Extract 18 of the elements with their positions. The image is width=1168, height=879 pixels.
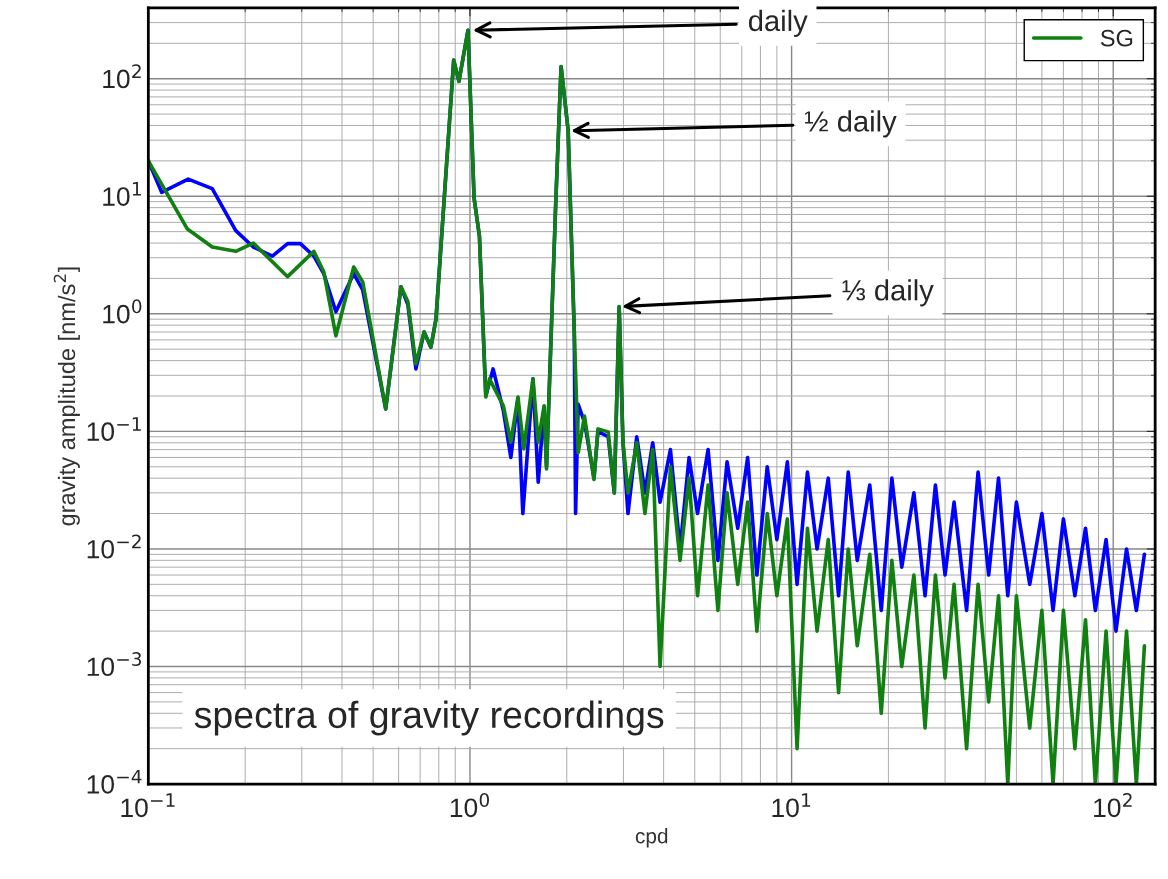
y-tick-label: 10$^{−3}$: [87, 652, 142, 677]
y-tick-label: 10$^{1}$: [103, 182, 141, 206]
y-axis-title: gravity amplitude [nm/s$^{2}$]: [53, 267, 80, 526]
annotation: daily: [748, 9, 808, 37]
y-tick-label: 10$^{−1}$: [87, 417, 141, 442]
annotation: ½ daily: [805, 110, 897, 138]
y-tick-label: 10$^{−2}$: [87, 534, 141, 559]
annotation: spectra of gravity recordings: [194, 700, 664, 736]
x-tick-label: 10$^{0}$: [450, 793, 489, 818]
x-tick-label: 10$^{1}$: [772, 793, 811, 818]
y-tick-label: 10$^{0}$: [103, 299, 142, 324]
annotation: ⅓ daily: [842, 279, 934, 307]
legend-label: SG: [1100, 29, 1133, 47]
y-tick-label: 10$^{−4}$: [87, 769, 142, 794]
x-axis-title: cpd: [635, 828, 668, 848]
x-tick-label: 10$^{2}$: [1094, 793, 1132, 818]
y-tick-label: 10$^{2}$: [103, 64, 141, 89]
x-tick-label: 10$^{−1}$: [121, 793, 175, 818]
